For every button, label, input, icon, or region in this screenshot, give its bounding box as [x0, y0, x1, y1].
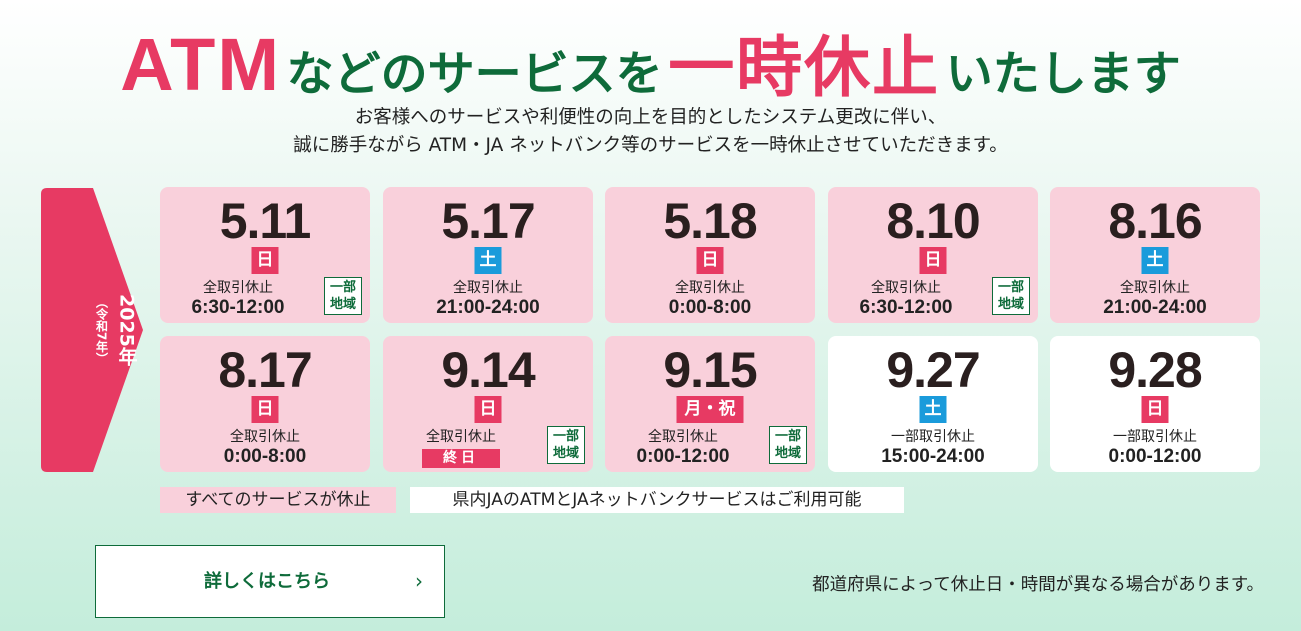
- card-date: 9.27: [886, 342, 980, 398]
- day-badge: 月・祝: [676, 396, 744, 423]
- date-card: 9.28 日 一部取引休止 0:00-12:00: [1050, 336, 1260, 472]
- card-time: 0:00-8:00: [223, 446, 307, 467]
- partial-line-2: 地域: [329, 297, 356, 312]
- card-time: 21:00-24:00: [436, 297, 540, 318]
- card-label: 全取引休止: [453, 280, 523, 296]
- card-date: 9.28: [1108, 342, 1202, 398]
- day-badge: 日: [251, 247, 279, 274]
- year-main: 2025年: [115, 294, 138, 366]
- partial-line-1: 一部: [997, 280, 1024, 295]
- headline-highlight: 一時休止: [668, 29, 941, 106]
- card-label: 全取引休止: [675, 280, 745, 296]
- footnote: 都道府県によって休止日・時間が異なる場合があります。: [812, 575, 1264, 595]
- date-card: 9.15 月・祝 全取引休止 0:00-12:00 一部地域: [605, 336, 815, 472]
- date-card: 5.11 日 全取引休止 6:30-12:00 一部地域: [160, 187, 370, 323]
- date-card: 8.10 日 全取引休止 6:30-12:00 一部地域: [828, 187, 1038, 323]
- partial-line-1: 一部: [774, 429, 801, 444]
- card-label: 一部取引休止: [1113, 429, 1197, 445]
- date-card: 8.16 土 全取引休止 21:00-24:00: [1050, 187, 1260, 323]
- day-badge: 日: [919, 247, 947, 274]
- partial-line-2: 地域: [997, 297, 1024, 312]
- partial-line-2: 地域: [774, 446, 801, 461]
- date-card: 5.17 土 全取引休止 21:00-24:00: [383, 187, 593, 323]
- day-badge: 土: [1141, 247, 1169, 274]
- partial-region-tag: 一部 地域: [992, 277, 1030, 315]
- date-card: 8.17 日 全取引休止 0:00-8:00: [160, 336, 370, 472]
- card-label: 全取引休止: [1120, 280, 1190, 296]
- card-time: 0:00-12:00: [1108, 446, 1202, 467]
- card-date: 5.17: [441, 193, 535, 249]
- card-time: 0:00-12:00: [636, 446, 730, 467]
- subtitle-line-2: 誠に勝手ながら ATM・JA ネットバンク等のサービスを一時休止させていただきま…: [293, 135, 1008, 156]
- card-date: 8.17: [218, 342, 312, 398]
- card-date: 9.15: [663, 342, 757, 398]
- partial-region-tag: 一部 地域: [769, 426, 807, 464]
- card-label: 一部取引休止: [891, 429, 975, 445]
- partial-region-tag: 一部 地域: [547, 426, 585, 464]
- headline: ATM などのサービスを 一時休止 いたします: [0, 14, 1301, 110]
- day-badge: 土: [919, 396, 947, 423]
- day-badge: 日: [1141, 396, 1169, 423]
- day-badge: 土: [474, 247, 502, 274]
- card-time: 0:00-8:00: [668, 297, 752, 318]
- all-day-tag: 終日: [422, 449, 500, 468]
- partial-line-1: 一部: [329, 280, 356, 295]
- card-date: 5.18: [663, 193, 757, 249]
- card-time: 21:00-24:00: [1103, 297, 1207, 318]
- day-badge: 日: [251, 396, 279, 423]
- year-flag-shape: [41, 188, 143, 472]
- card-time: 6:30-12:00: [191, 297, 285, 318]
- card-label: 全取引休止: [426, 429, 496, 445]
- card-label: 全取引休止: [648, 429, 718, 445]
- card-date: 5.11: [219, 193, 312, 249]
- legend-available: 県内JAのATMとJAネットバンクサービスはご利用可能: [410, 487, 904, 513]
- card-date: 9.14: [441, 342, 535, 398]
- subtitle-line-1: お客様へのサービスや利便性の向上を目的としたシステム更改に伴い、: [354, 107, 947, 128]
- year-flag: （令和7年） 2025年: [41, 188, 143, 472]
- day-badge: 日: [696, 247, 724, 274]
- details-button[interactable]: 詳しくはこちら ›: [95, 545, 445, 618]
- card-time: 6:30-12:00: [859, 297, 953, 318]
- headline-part2: いたします: [945, 47, 1181, 102]
- partial-line-2: 地域: [552, 446, 579, 461]
- date-card: 9.14 日 全取引休止 終日 一部地域: [383, 336, 593, 472]
- legend-all-stopped: すべてのサービスが休止: [160, 487, 396, 513]
- card-date: 8.16: [1108, 193, 1202, 249]
- card-label: 全取引休止: [230, 429, 300, 445]
- details-button-label: 詳しくはこちら: [204, 571, 330, 592]
- chevron-right-icon: ›: [415, 569, 423, 593]
- card-time: 15:00-24:00: [881, 446, 985, 467]
- day-badge: 日: [474, 396, 502, 423]
- card-label: 全取引休止: [871, 280, 941, 296]
- date-card: 9.27 土 一部取引休止 15:00-24:00: [828, 336, 1038, 472]
- partial-region-tag: 一部 地域: [324, 277, 362, 315]
- headline-part1: などのサービスを: [286, 47, 663, 102]
- card-label: 全取引休止: [203, 280, 273, 296]
- card-date: 8.10: [886, 193, 980, 249]
- headline-atm: ATM: [120, 23, 282, 106]
- date-card: 5.18 日 全取引休止 0:00-8:00: [605, 187, 815, 323]
- year-era: （令和7年）: [94, 295, 109, 365]
- partial-line-1: 一部: [552, 429, 579, 444]
